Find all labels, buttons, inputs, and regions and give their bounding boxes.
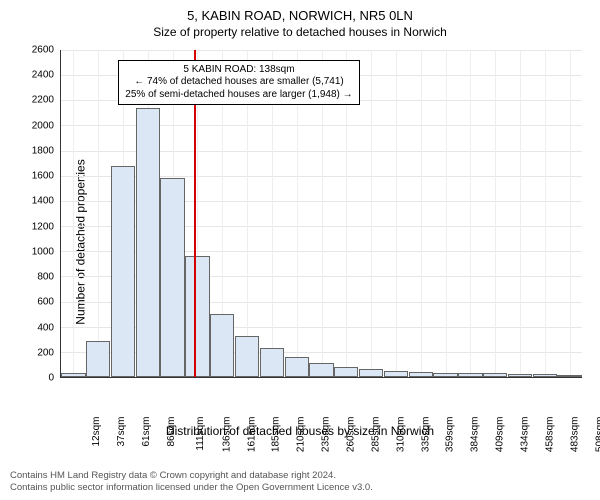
bar bbox=[533, 374, 557, 377]
page-title: 5, KABIN ROAD, NORWICH, NR5 0LN bbox=[0, 0, 600, 23]
bar bbox=[160, 178, 184, 377]
y-tick: 2600 bbox=[32, 45, 54, 56]
y-tick: 800 bbox=[37, 272, 54, 283]
y-tick: 1400 bbox=[32, 196, 54, 207]
plot-area: 5 KABIN ROAD: 138sqm← 74% of detached ho… bbox=[60, 50, 582, 378]
page-subtitle: Size of property relative to detached ho… bbox=[0, 23, 600, 39]
y-axis-ticks: 0200400600800100012001400160018002000220… bbox=[22, 50, 56, 378]
y-tick: 200 bbox=[37, 347, 54, 358]
y-tick: 400 bbox=[37, 322, 54, 333]
bar bbox=[309, 363, 333, 377]
bar bbox=[235, 336, 259, 378]
bar bbox=[136, 108, 160, 377]
bar bbox=[61, 373, 85, 377]
x-axis-ticks: 12sqm37sqm61sqm86sqm111sqm136sqm161sqm18… bbox=[60, 378, 582, 422]
y-tick: 2200 bbox=[32, 95, 54, 106]
bar bbox=[458, 373, 482, 377]
bar bbox=[359, 369, 383, 377]
bar bbox=[433, 373, 457, 377]
y-tick: 1600 bbox=[32, 171, 54, 182]
y-tick: 600 bbox=[37, 297, 54, 308]
footer-line-2: Contains public sector information licen… bbox=[10, 482, 590, 494]
bar bbox=[508, 374, 532, 377]
bar bbox=[409, 372, 433, 377]
bar bbox=[285, 357, 309, 377]
y-tick: 2400 bbox=[32, 70, 54, 81]
bar bbox=[260, 348, 284, 377]
x-axis-label: Distribution of detached houses by size … bbox=[0, 424, 600, 438]
bar bbox=[334, 367, 358, 377]
bar bbox=[557, 375, 581, 378]
bar bbox=[86, 341, 110, 377]
bar bbox=[111, 166, 135, 377]
annotation-line: ← 74% of detached houses are smaller (5,… bbox=[125, 76, 352, 89]
bar bbox=[483, 373, 507, 377]
y-tick: 1000 bbox=[32, 246, 54, 257]
y-tick: 0 bbox=[48, 373, 54, 384]
footer-line-1: Contains HM Land Registry data © Crown c… bbox=[10, 470, 590, 482]
y-tick: 2000 bbox=[32, 120, 54, 131]
bar bbox=[384, 371, 408, 377]
bar bbox=[210, 314, 234, 377]
annotation-line: 5 KABIN ROAD: 138sqm bbox=[125, 64, 352, 77]
bar bbox=[185, 256, 209, 377]
y-tick: 1200 bbox=[32, 221, 54, 232]
y-tick: 1800 bbox=[32, 145, 54, 156]
annotation-box: 5 KABIN ROAD: 138sqm← 74% of detached ho… bbox=[118, 60, 359, 106]
chart-container: Number of detached properties 0200400600… bbox=[0, 44, 600, 440]
footer: Contains HM Land Registry data © Crown c… bbox=[10, 470, 590, 494]
annotation-line: 25% of semi-detached houses are larger (… bbox=[125, 89, 352, 102]
